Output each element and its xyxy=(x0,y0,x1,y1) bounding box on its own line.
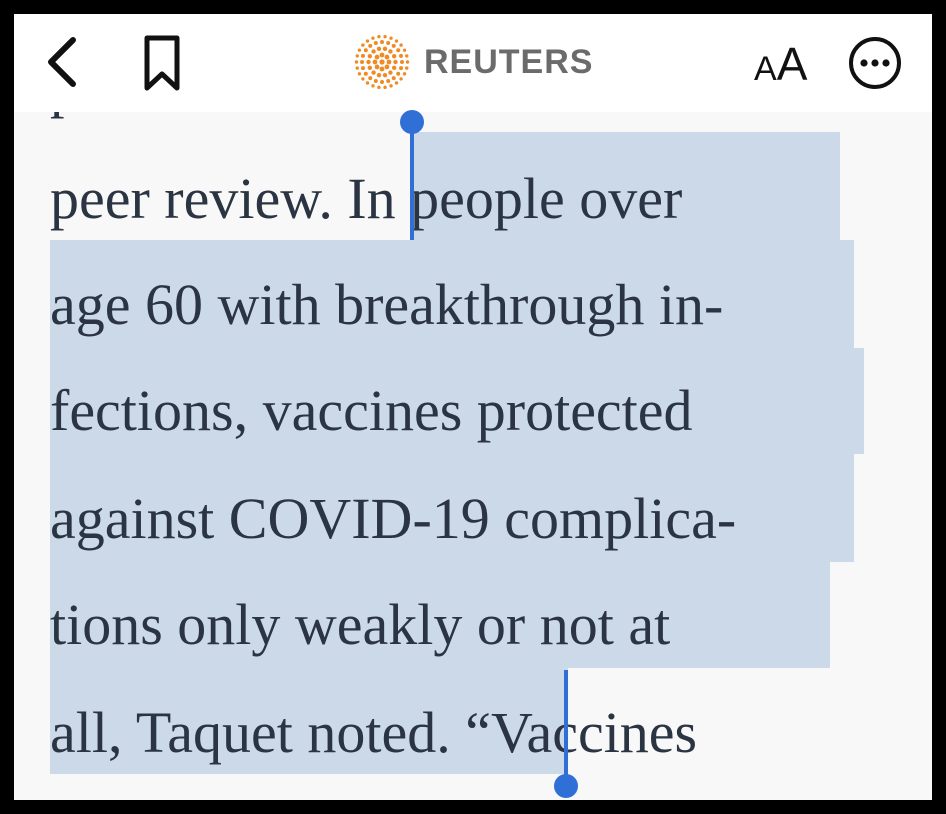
article-line: tions only weakly or not at xyxy=(50,590,670,660)
selection-highlight-line-5 xyxy=(50,562,830,668)
article-line: peer review. In people over xyxy=(50,164,682,234)
bookmark-button[interactable] xyxy=(140,32,184,94)
reuters-dot-logo xyxy=(354,34,410,90)
chevron-left-icon xyxy=(48,37,76,87)
article-text: “Vaccines xyxy=(465,700,698,765)
selection-highlight-line-6 xyxy=(50,668,568,774)
selection-highlight-line-4 xyxy=(50,454,854,562)
selected-text: age 60 with breakthrough in- xyxy=(50,272,724,337)
reuters-logo: REUTERS xyxy=(354,34,593,90)
article-line: age 60 with breakthrough in- xyxy=(50,270,723,340)
bookmark-icon xyxy=(144,35,180,91)
selected-text: fections, vaccines protected xyxy=(50,378,693,443)
brand-name: REUTERS xyxy=(424,42,594,81)
selected-text: all, Taquet noted. xyxy=(50,700,466,765)
ellipsis-circle-icon xyxy=(849,37,901,89)
back-button[interactable] xyxy=(42,32,82,92)
text-size-small-glyph: A xyxy=(754,50,777,88)
article-text: peer review. xyxy=(50,166,348,231)
selection-highlight-line-1 xyxy=(412,132,840,240)
selected-text: tions only weakly or not at xyxy=(50,592,671,657)
selected-text: In people over xyxy=(347,166,683,231)
article-reader[interactable]: p - peer review. In people over age 60 w… xyxy=(14,14,932,800)
selection-highlight-line-3 xyxy=(50,348,864,454)
selected-text: against COVID-19 complica- xyxy=(50,486,737,551)
article-line: fections, vaccines protected xyxy=(50,376,693,446)
app-window: p - peer review. In people over age 60 w… xyxy=(14,14,932,800)
selection-start-caret xyxy=(410,122,414,240)
selection-end-handle[interactable] xyxy=(554,774,578,798)
article-line: all, Taquet noted. “Vaccines xyxy=(50,698,697,768)
more-options-button[interactable] xyxy=(846,34,904,92)
selection-end-caret xyxy=(564,670,568,782)
text-size-large-glyph: A xyxy=(776,38,808,90)
selection-highlight-line-2 xyxy=(50,240,854,348)
article-line: against COVID-19 complica- xyxy=(50,484,736,554)
